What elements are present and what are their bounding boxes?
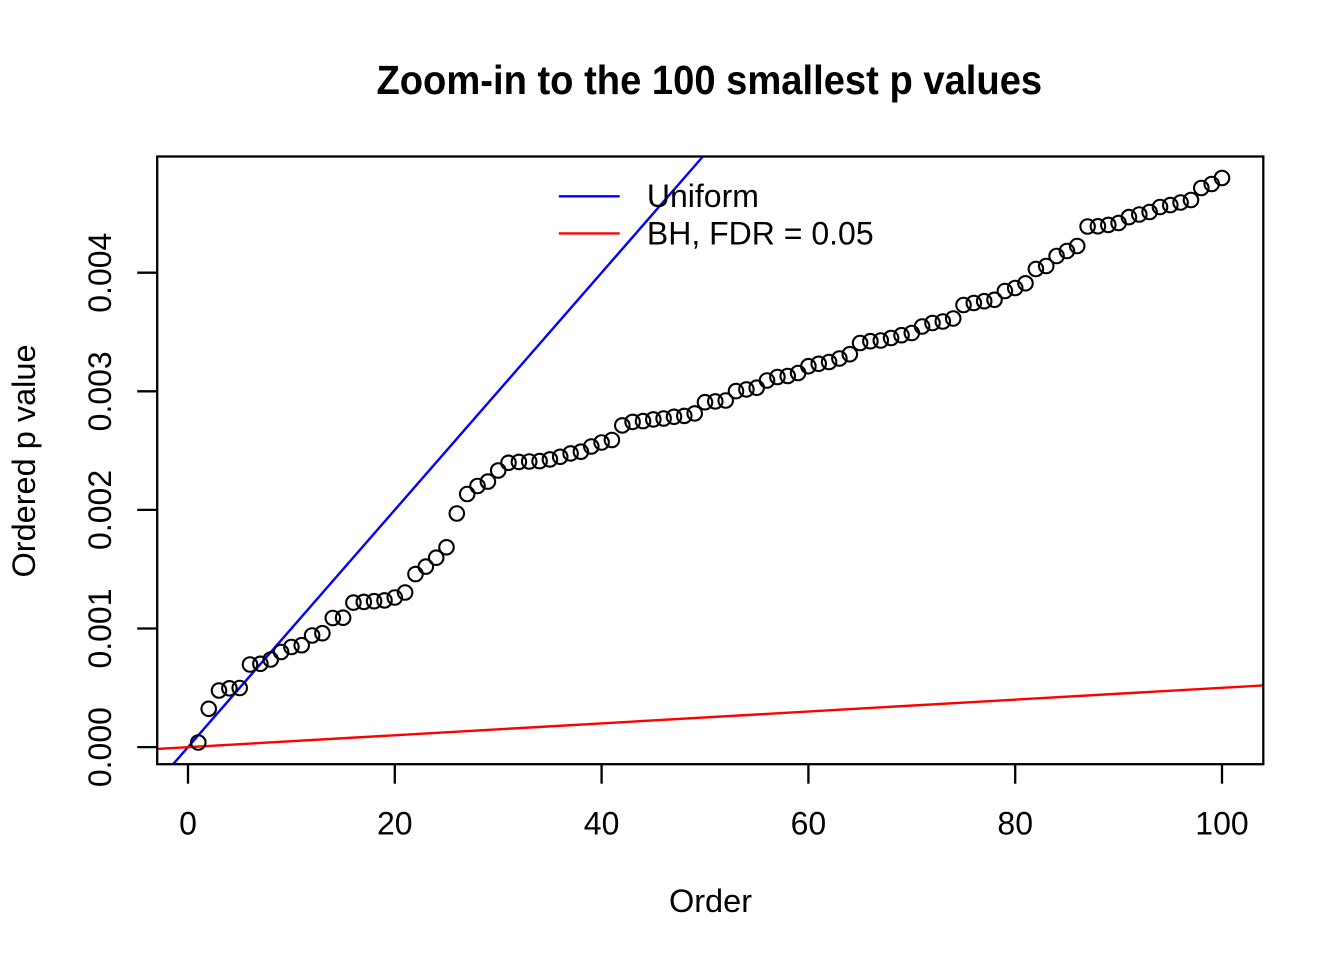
svg-text:80: 80: [997, 805, 1033, 841]
svg-text:100: 100: [1195, 805, 1248, 841]
svg-text:Zoom-in to the 100 smallest p: Zoom-in to the 100 smallest p values: [376, 57, 1042, 103]
svg-text:Ordered p value: Ordered p value: [6, 344, 42, 577]
svg-text:Uniform: Uniform: [647, 178, 759, 214]
svg-text:60: 60: [791, 805, 827, 841]
svg-text:0.004: 0.004: [82, 233, 118, 313]
svg-text:0.000: 0.000: [82, 707, 118, 787]
svg-text:0.002: 0.002: [82, 470, 118, 550]
svg-text:Order: Order: [669, 883, 752, 919]
svg-text:0.003: 0.003: [82, 351, 118, 431]
svg-text:0: 0: [179, 805, 197, 841]
svg-text:BH, FDR = 0.05: BH, FDR = 0.05: [647, 215, 874, 251]
svg-text:20: 20: [377, 805, 413, 841]
svg-text:0.001: 0.001: [82, 588, 118, 668]
svg-text:40: 40: [584, 805, 620, 841]
